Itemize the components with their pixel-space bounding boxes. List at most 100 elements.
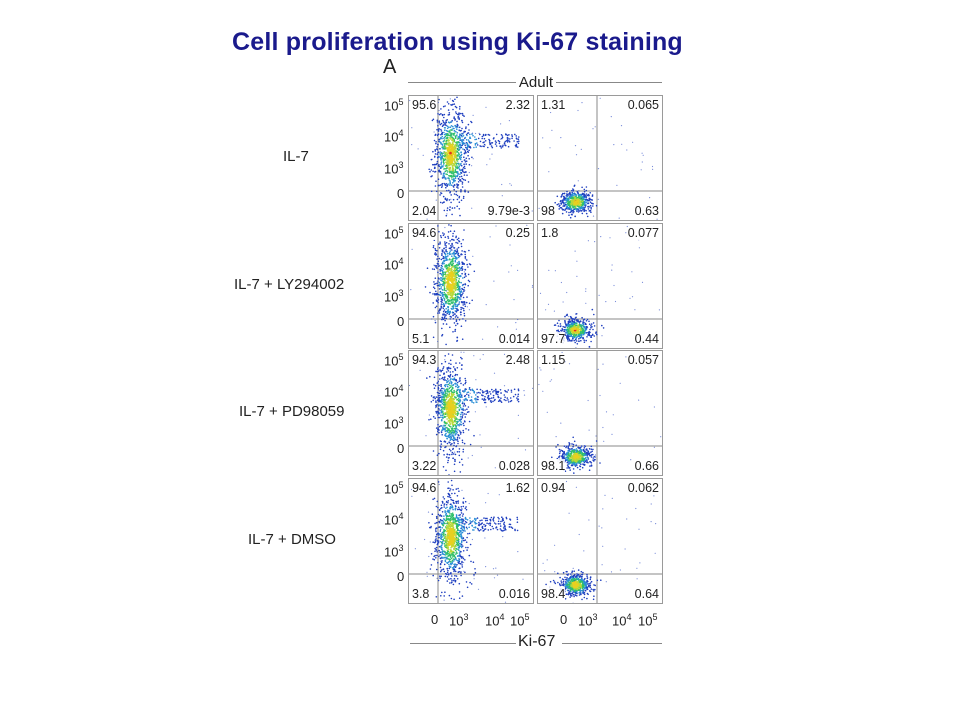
event-dot (557, 443, 559, 446)
event-dot (569, 332, 571, 335)
event-dot (444, 311, 447, 314)
event-dot (461, 269, 463, 271)
event-dot (460, 139, 463, 141)
event-dot (461, 112, 464, 115)
event-dot (473, 390, 475, 393)
event-dot (455, 362, 457, 364)
event-dot (450, 426, 452, 428)
event-dot (454, 382, 456, 385)
event-dot (460, 242, 463, 245)
event-dot (462, 277, 464, 279)
event-dot (579, 458, 582, 460)
event-dot (448, 269, 451, 271)
y-tick-0: 0 (397, 569, 405, 584)
event-dot (456, 138, 459, 140)
event-dot (571, 457, 574, 460)
event-dot (614, 300, 617, 303)
event-dot (566, 291, 568, 294)
event-dot (443, 122, 445, 124)
event-dot (442, 274, 445, 276)
event-dot (431, 158, 433, 160)
event-dot (579, 320, 582, 322)
event-dot (578, 198, 581, 201)
event-dot (459, 105, 461, 108)
event-dot (469, 142, 471, 144)
event-dot (434, 252, 437, 254)
event-dot (441, 429, 443, 432)
event-dot (574, 198, 577, 200)
event-dot (444, 242, 446, 245)
event-dot (592, 328, 594, 331)
event-dot (588, 346, 591, 348)
quadrant-value-ul: 1.15 (541, 353, 566, 367)
event-dot (550, 379, 553, 381)
event-dot (482, 145, 484, 147)
event-dot (554, 201, 556, 204)
event-dot (572, 212, 574, 214)
event-dot (516, 140, 519, 143)
event-dot (459, 423, 461, 425)
event-dot (457, 386, 460, 388)
event-dot (460, 421, 462, 423)
event-dot (438, 400, 440, 403)
event-dot (440, 446, 442, 448)
event-dot (444, 147, 446, 150)
event-dot (448, 416, 452, 419)
event-dot (436, 284, 439, 287)
event-dot (442, 148, 444, 150)
event-dot (446, 404, 448, 406)
event-dot (440, 162, 442, 164)
event-dot (562, 198, 565, 200)
event-dot (573, 440, 576, 443)
event-dot (494, 467, 496, 469)
event-dot (458, 362, 461, 364)
column-header: Adult (408, 74, 662, 91)
event-dot (506, 139, 509, 142)
event-dot (448, 131, 450, 133)
event-dot (446, 159, 448, 161)
event-dot (447, 144, 450, 146)
event-dot (442, 263, 444, 265)
event-dot (507, 389, 510, 391)
event-dot (580, 446, 582, 449)
event-dot (441, 299, 443, 301)
event-dot (456, 205, 458, 208)
event-dot (562, 453, 564, 455)
event-dot (454, 294, 457, 297)
event-dot (452, 457, 454, 460)
event-dot (565, 456, 567, 459)
event-dot (441, 414, 444, 417)
event-dot (447, 114, 450, 116)
event-dot (448, 272, 451, 276)
event-dot (509, 138, 511, 140)
event-dot (463, 276, 466, 279)
panel-letter: A (383, 56, 397, 78)
event-dot (448, 453, 451, 456)
event-dot (577, 320, 580, 323)
event-dot (595, 435, 597, 437)
event-dot (597, 368, 599, 370)
event-dot (583, 461, 585, 463)
event-dot (456, 165, 458, 167)
event-dot (438, 392, 441, 395)
event-dot (568, 448, 570, 450)
event-dot (453, 132, 456, 134)
event-dot (451, 375, 454, 378)
event-dot (578, 461, 580, 464)
event-dot (450, 385, 453, 387)
event-dot (589, 201, 592, 203)
event-dot (479, 434, 481, 436)
event-dot (577, 459, 579, 461)
event-dot (566, 461, 569, 464)
event-dot (442, 124, 444, 126)
event-dot (454, 379, 457, 381)
event-dot (462, 166, 465, 169)
event-dot (587, 208, 590, 210)
event-dot (472, 402, 475, 404)
event-dot (445, 134, 448, 137)
event-dot (465, 381, 467, 384)
event-dot (591, 453, 593, 456)
event-dot (453, 175, 456, 178)
event-dot (440, 391, 443, 394)
event-dot (465, 508, 468, 511)
